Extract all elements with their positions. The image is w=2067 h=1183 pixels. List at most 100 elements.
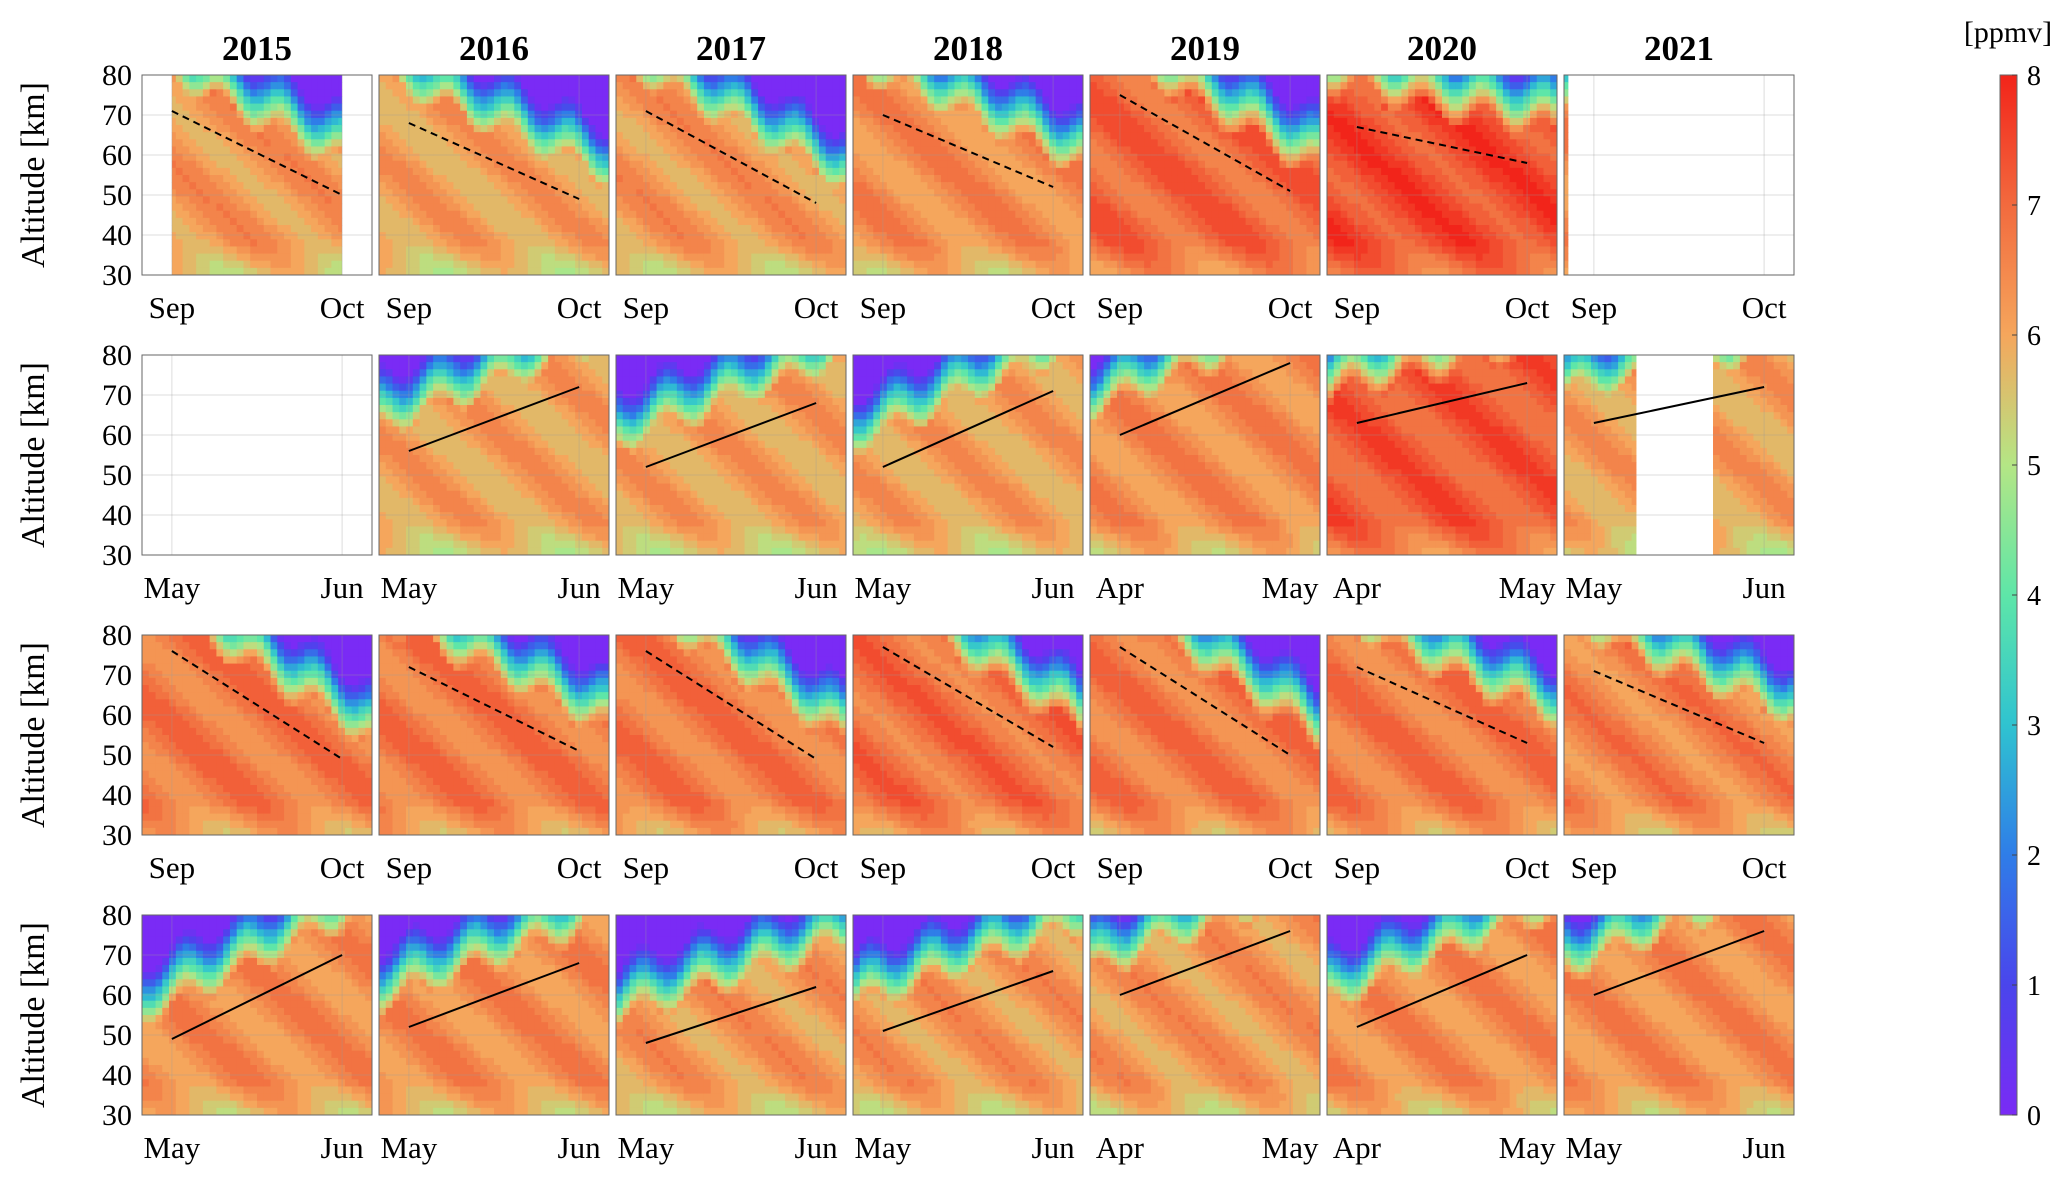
x-tick-label: May: [380, 570, 437, 605]
colorbar-tick-label: 7: [2027, 191, 2041, 222]
h2o-field: [1327, 915, 1558, 1116]
x-tick-label: May: [1565, 1130, 1622, 1165]
y-tick-label: 70: [102, 939, 132, 972]
x-tick-label: Apr: [1096, 570, 1145, 605]
x-tick-label: Oct: [1268, 290, 1313, 325]
panel-2018-row-1: Sep Oct: [853, 75, 1084, 325]
x-tick-label: May: [617, 1130, 674, 1165]
x-tick-label: Oct: [320, 290, 365, 325]
y-tick-label: 60: [102, 699, 132, 732]
y-tick-label: 70: [102, 379, 132, 412]
x-tick-label: Jun: [321, 570, 365, 605]
y-axis-label: Altitude [km]: [15, 922, 52, 1108]
y-tick-label: 60: [102, 139, 132, 172]
x-tick-label: Oct: [320, 850, 365, 885]
h2o-field: [1090, 355, 1321, 556]
x-tick-label: May: [1262, 1130, 1319, 1165]
h2o-field: [142, 75, 373, 276]
h2o-field: [1327, 355, 1558, 556]
x-tick-label: Sep: [860, 850, 907, 885]
colorbar-tick-label: 4: [2027, 581, 2041, 612]
y-axis-label: Altitude [km]: [15, 362, 52, 548]
panel-background: [142, 355, 372, 555]
x-tick-label: May: [854, 570, 911, 605]
x-tick-label: Sep: [386, 850, 433, 885]
x-tick-label: Sep: [623, 850, 670, 885]
x-tick-label: May: [617, 570, 674, 605]
h2o-field: [616, 355, 847, 556]
x-tick-label: Sep: [860, 290, 907, 325]
colorbar-tick-label: 0: [2027, 1101, 2041, 1132]
x-tick-label: Apr: [1333, 1130, 1382, 1165]
h2o-field: [1564, 635, 1795, 836]
x-tick-label: Sep: [1571, 290, 1618, 325]
x-tick-label: May: [1262, 570, 1319, 605]
y-tick-label: 30: [102, 539, 132, 572]
h2o-field: [379, 915, 610, 1116]
y-tick-label: 80: [102, 339, 132, 372]
year-header-2017: 2017: [696, 29, 766, 68]
h2o-field: [1090, 915, 1321, 1116]
x-tick-label: Sep: [1097, 290, 1144, 325]
x-tick-label: Jun: [795, 1130, 839, 1165]
x-tick-label: Sep: [149, 290, 196, 325]
h2o-field: [379, 635, 610, 836]
panel-2020-row-4: Apr May: [1327, 915, 1558, 1165]
panel-2021-row-1: Sep Oct: [1564, 75, 1795, 325]
h2o-field: [1327, 75, 1558, 276]
y-tick-label: 30: [102, 259, 132, 292]
x-tick-label: Apr: [1333, 570, 1382, 605]
x-tick-label: May: [380, 1130, 437, 1165]
panel-2019-row-2: Apr May: [1090, 355, 1321, 605]
panel-2017-row-4: May Jun: [616, 915, 847, 1165]
colorbar-unit: [ppmv]: [1964, 16, 2052, 49]
h2o-field: [853, 355, 1084, 556]
h2o-field: [853, 915, 1084, 1116]
x-tick-label: Jun: [321, 1130, 365, 1165]
colorbar-tick-label: 8: [2027, 61, 2041, 92]
h2o-field: [379, 75, 610, 276]
x-tick-label: May: [854, 1130, 911, 1165]
x-tick-label: Jun: [1743, 1130, 1787, 1165]
h2o-field: [379, 355, 610, 556]
panel-2016-row-3: Sep Oct: [379, 635, 610, 885]
x-tick-label: Sep: [1334, 290, 1381, 325]
x-tick-label: Sep: [1334, 850, 1381, 885]
h2o-field: [616, 635, 847, 836]
x-tick-label: Oct: [1031, 290, 1076, 325]
panel-background: [1564, 75, 1794, 275]
y-tick-label: 80: [102, 619, 132, 652]
year-header-2019: 2019: [1170, 29, 1240, 68]
x-tick-label: Oct: [794, 290, 839, 325]
colorbar-tick-label: 2: [2027, 841, 2041, 872]
x-tick-label: Apr: [1096, 1130, 1145, 1165]
x-tick-label: Oct: [557, 850, 602, 885]
x-tick-label: Sep: [1571, 850, 1618, 885]
x-tick-label: May: [1499, 1130, 1556, 1165]
y-tick-label: 30: [102, 819, 132, 852]
year-header-2015: 2015: [222, 29, 292, 68]
y-tick-label: 80: [102, 899, 132, 932]
x-tick-label: Jun: [1743, 570, 1787, 605]
x-tick-label: Oct: [1742, 290, 1787, 325]
y-tick-label: 70: [102, 659, 132, 692]
x-tick-label: May: [1499, 570, 1556, 605]
colorbar-tick-label: 3: [2027, 711, 2041, 742]
x-tick-label: May: [143, 570, 200, 605]
